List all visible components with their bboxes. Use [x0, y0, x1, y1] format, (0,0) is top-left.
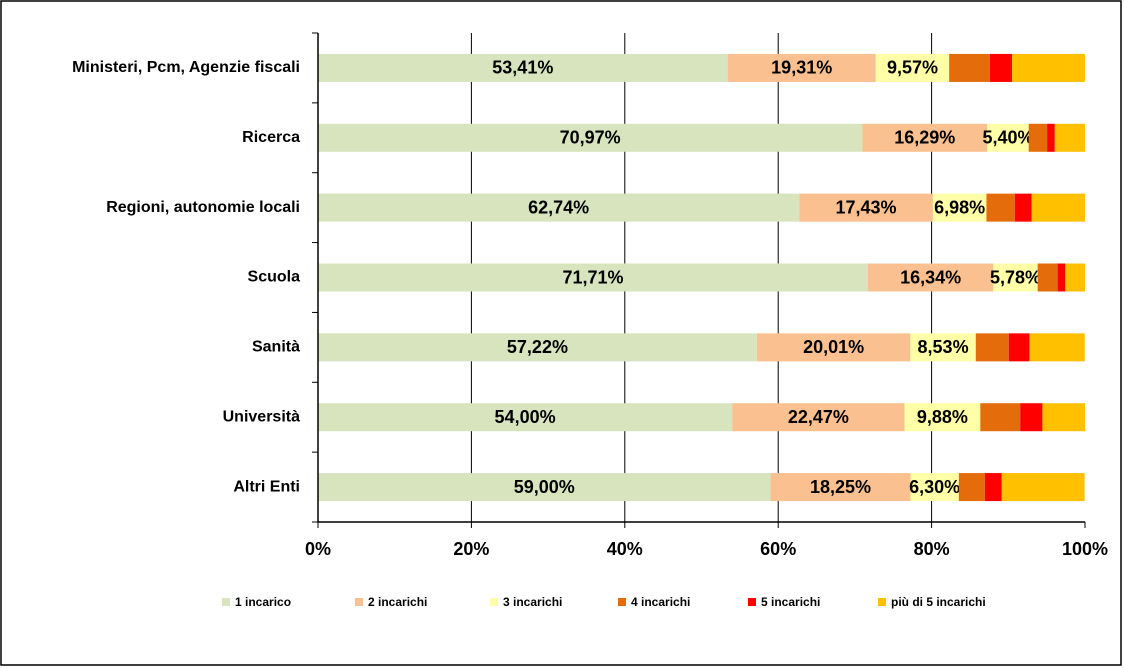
bar-segment: [949, 53, 990, 82]
bar-segment: [987, 123, 1029, 152]
value-label: 19,31%: [771, 58, 832, 78]
bar-segment: [986, 193, 1015, 222]
value-label: 53,41%: [492, 58, 553, 78]
bar-segment: [770, 473, 911, 502]
value-label: 70,97%: [560, 128, 621, 148]
bar-segment: [910, 473, 959, 502]
value-label: 6,98%: [934, 197, 985, 217]
value-label: 9,57%: [887, 58, 938, 78]
legend-swatch: [618, 598, 626, 606]
bar-segment: [1020, 403, 1043, 432]
value-label: 57,22%: [507, 337, 568, 357]
legend-swatch: [490, 598, 498, 606]
x-tick-label: 80%: [914, 539, 950, 559]
bar-segment: [910, 333, 976, 362]
value-label: 6,30%: [909, 477, 960, 497]
bar-segment: [799, 193, 933, 222]
x-tick-label: 100%: [1062, 539, 1108, 559]
value-label: 18,25%: [810, 477, 871, 497]
bar-segment: [862, 123, 988, 152]
legend-swatch: [748, 598, 756, 606]
bar-segment: [989, 53, 1013, 82]
legend-swatch: [355, 598, 363, 606]
bar-segment: [1054, 123, 1085, 152]
value-label: 8,53%: [918, 337, 969, 357]
bar-segment: [1031, 193, 1085, 222]
bar-segment: [958, 473, 985, 502]
bar-segment: [975, 333, 1009, 362]
legend-swatch: [222, 598, 230, 606]
bar-segment: [1028, 123, 1048, 152]
bar-segment: [1008, 333, 1030, 362]
bar-segment: [1014, 193, 1032, 222]
value-label: 59,00%: [514, 477, 575, 497]
value-label: 5,78%: [990, 267, 1041, 287]
legend-label: 1 incarico: [235, 595, 291, 609]
bar-segment: [875, 53, 950, 82]
bar-segment: [868, 263, 994, 292]
bar-segment: [732, 403, 905, 432]
bar-segment: [318, 473, 771, 502]
x-tick-label: 20%: [453, 539, 489, 559]
value-label: 62,74%: [528, 197, 589, 217]
bar-segment: [993, 263, 1038, 292]
x-tick-label: 40%: [607, 539, 643, 559]
bar-segment: [1001, 473, 1085, 502]
legend-label: 5 incarichi: [761, 595, 820, 609]
category-label: Sanità: [252, 339, 300, 356]
value-label: 16,34%: [900, 267, 961, 287]
value-label: 54,00%: [495, 407, 556, 427]
category-label: Università: [223, 408, 300, 425]
bar-segment: [904, 403, 981, 432]
legend-swatch: [878, 598, 886, 606]
bar-segment: [1047, 123, 1055, 152]
bar-segment: [980, 403, 1021, 432]
legend-label: 2 incarichi: [368, 595, 427, 609]
legend-label: più di 5 incarichi: [891, 595, 986, 609]
category-label: Scuola: [248, 269, 301, 286]
value-label: 71,71%: [562, 267, 623, 287]
x-tick-label: 0%: [305, 539, 331, 559]
bar-segment: [318, 123, 863, 152]
x-tick-label: 60%: [760, 539, 796, 559]
bar-segment: [318, 403, 733, 432]
legend-label: 4 incarichi: [631, 595, 690, 609]
bar-segment: [1065, 263, 1085, 292]
bar-segment: [1042, 403, 1085, 432]
bar-segment: [932, 193, 987, 222]
category-label: Ministeri, Pcm, Agenzie fiscali: [72, 59, 300, 76]
bar-segment: [984, 473, 1002, 502]
bar-segment: [1029, 333, 1085, 362]
value-label: 17,43%: [836, 197, 897, 217]
bar-segment: [318, 193, 800, 222]
category-label: Altri Enti: [233, 478, 300, 495]
bar-segment: [727, 53, 876, 82]
bar-segment: [1057, 263, 1066, 292]
value-label: 20,01%: [803, 337, 864, 357]
bar-segment: [318, 53, 728, 82]
value-label: 22,47%: [788, 407, 849, 427]
legend-label: 3 incarichi: [503, 595, 562, 609]
value-label: 5,40%: [982, 128, 1033, 148]
bar-segment: [318, 333, 757, 362]
category-label: Regioni, autonomie locali: [106, 199, 300, 216]
bar-segment: [1012, 53, 1085, 82]
bar-segment: [756, 333, 911, 362]
bar-segment: [1037, 263, 1058, 292]
value-label: 16,29%: [894, 128, 955, 148]
category-label: Ricerca: [242, 129, 300, 146]
bar-segment: [318, 263, 869, 292]
value-label: 9,88%: [917, 407, 968, 427]
